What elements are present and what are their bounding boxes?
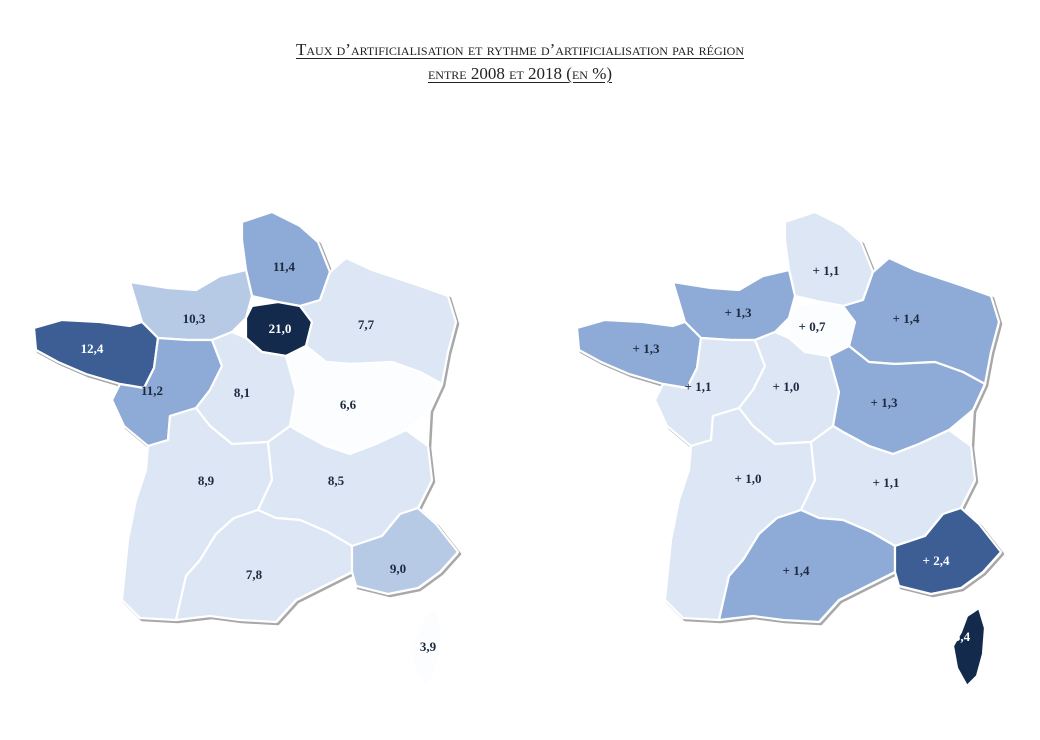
region-provence-alpes-cote-d-azur bbox=[893, 506, 1003, 596]
label-hauts-de-france: + 1,1 bbox=[813, 263, 840, 278]
map-taux: 11,4 10,3 21,0 7,7 12,4 11,2 8,1 6,6 8,9 8,5 7,8 9,… bbox=[32, 210, 462, 688]
label-pays-de-la-loire: + 1,1 bbox=[685, 379, 712, 394]
label-centre-val-de-loire: + 1,0 bbox=[773, 379, 800, 394]
label-ile-de-france: 21,0 bbox=[269, 321, 292, 336]
chart-title: Taux d’artificialisation et rythme d’art… bbox=[0, 38, 1040, 86]
label-bretagne: 12,4 bbox=[81, 341, 104, 356]
label-corse: 5,4 bbox=[954, 629, 971, 644]
label-occitanie: 7,8 bbox=[246, 567, 263, 582]
label-grand-est: + 1,4 bbox=[893, 311, 920, 326]
region-provence-alpes-cote-d-azur bbox=[350, 506, 460, 596]
label-centre-val-de-loire: 8,1 bbox=[234, 385, 250, 400]
label-bourgogne-franche-comte: + 1,3 bbox=[871, 395, 898, 410]
label-normandie: 10,3 bbox=[183, 311, 206, 326]
chart-title-line-1: Taux d’artificialisation et rythme d’art… bbox=[296, 40, 744, 59]
label-occitanie: + 1,4 bbox=[783, 563, 810, 578]
region-occitanie bbox=[174, 508, 354, 624]
region-corse bbox=[951, 606, 987, 688]
map-rythme: + 1,1 + 1,3 + 0,7 + 1,4 + 1,3 + 1,1 + 1,0 + 1,3… bbox=[575, 210, 1005, 688]
region-occitanie bbox=[717, 508, 897, 624]
label-nouvelle-aquitaine: + 1,0 bbox=[735, 471, 762, 486]
label-auvergne-rhone-alpes: 8,5 bbox=[328, 473, 345, 488]
label-hauts-de-france: 11,4 bbox=[273, 259, 296, 274]
region-corse bbox=[408, 606, 444, 688]
label-ile-de-france: + 0,7 bbox=[799, 319, 826, 334]
label-normandie: + 1,3 bbox=[725, 305, 752, 320]
label-bourgogne-franche-comte: 6,6 bbox=[340, 397, 357, 412]
label-nouvelle-aquitaine: 8,9 bbox=[198, 473, 215, 488]
chart-title-line-2: entre 2008 et 2018 (en %) bbox=[427, 64, 613, 83]
label-bretagne: + 1,3 bbox=[633, 341, 660, 356]
label-provence-alpes-cote-d-azur: + 2,4 bbox=[923, 553, 950, 568]
label-corse: 3,9 bbox=[420, 639, 437, 654]
label-pays-de-la-loire: 11,2 bbox=[141, 383, 163, 398]
label-provence-alpes-cote-d-azur: 9,0 bbox=[390, 561, 406, 576]
label-grand-est: 7,7 bbox=[358, 317, 375, 332]
region-hauts-de-france bbox=[783, 210, 875, 308]
label-auvergne-rhone-alpes: + 1,1 bbox=[873, 475, 900, 490]
